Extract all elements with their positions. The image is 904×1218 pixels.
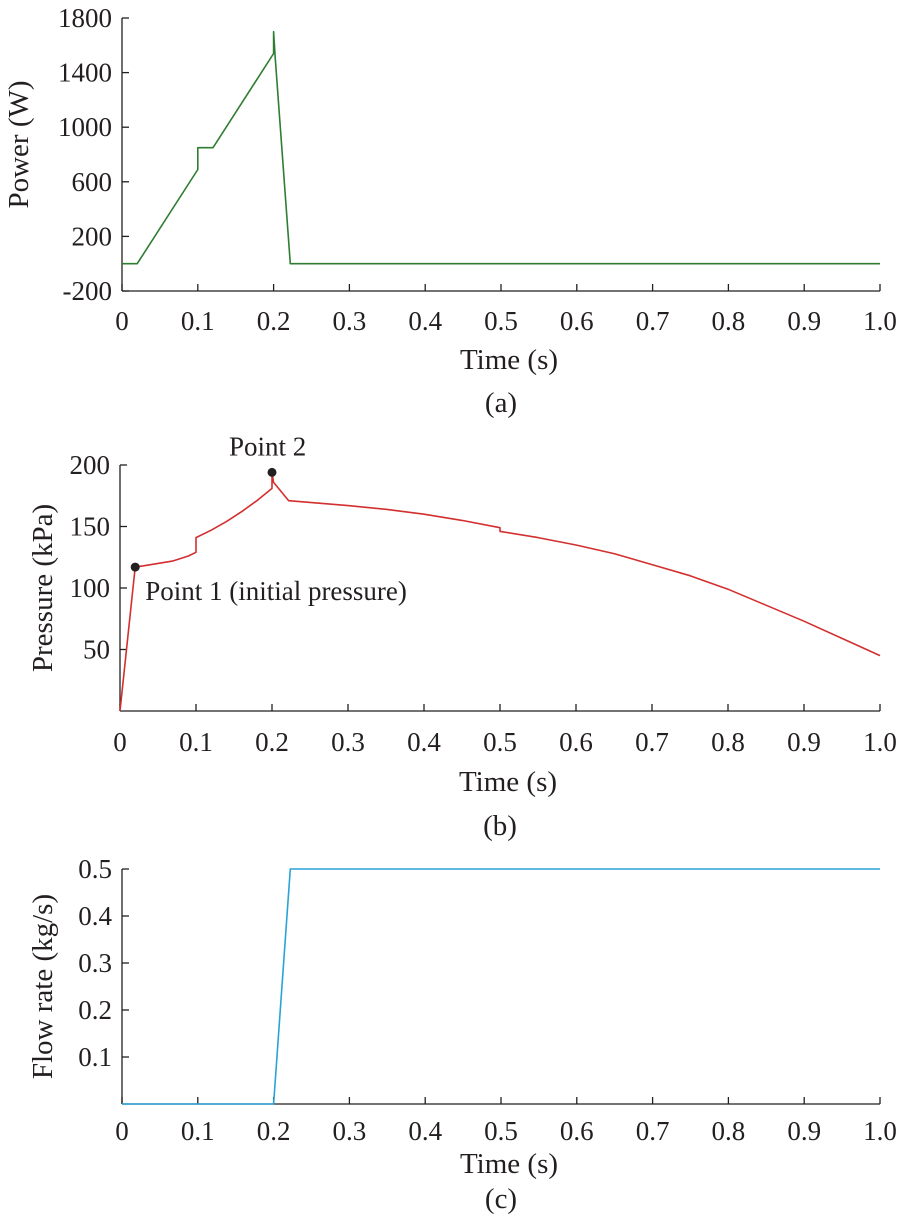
x-tick-label: 0.5 (484, 306, 518, 336)
x-tick-label: 0.2 (257, 1116, 291, 1146)
flow-rate-caption: (c) (485, 1183, 517, 1215)
power-y-axis-label: Power (W) (3, 80, 35, 208)
y-tick-label: 1800 (58, 3, 112, 33)
y-tick-label: 0.5 (78, 854, 112, 884)
x-tick-label: 0.3 (333, 1116, 367, 1146)
x-tick-label: 1.0 (863, 727, 897, 757)
x-tick-label: 0.8 (712, 1116, 746, 1146)
marker-point-1 (130, 562, 140, 572)
marker-point-2 (267, 467, 277, 477)
x-tick-label: 0.4 (408, 1116, 442, 1146)
flow-rate-y-axis-label: Flow rate (kg/s) (27, 894, 59, 1079)
x-tick-label: 0.6 (559, 727, 593, 757)
y-tick-label: 0.1 (78, 1042, 112, 1072)
annotation-point-2: Point 2 (229, 431, 306, 461)
pressure-y-axis-label: Pressure (kPa) (27, 504, 59, 672)
power-x-axis-label: Time (s) (460, 344, 558, 376)
x-tick-label: 0.5 (484, 1116, 518, 1146)
x-tick-label: 0.9 (787, 306, 821, 336)
x-tick-label: 0.1 (181, 1116, 215, 1146)
y-tick-label: 0.3 (78, 948, 112, 978)
x-tick-label: 0.9 (787, 1116, 821, 1146)
y-tick-label: 1000 (58, 112, 112, 142)
flow-rate-series-line (122, 868, 880, 1105)
x-tick-label: 0 (113, 727, 127, 757)
y-tick-label: 0.4 (78, 901, 112, 931)
y-tick-label: -200 (63, 276, 113, 306)
x-tick-label: 0.2 (257, 306, 291, 336)
x-tick-label: 0.6 (560, 306, 594, 336)
pressure-x-axis-label: Time (s) (459, 766, 557, 798)
x-tick-label: 0.1 (179, 727, 213, 757)
flow-rate-x-axis-label: Time (s) (460, 1148, 558, 1180)
x-tick-label: 0.2 (255, 727, 289, 757)
pressure-series-line (119, 471, 881, 712)
x-tick-label: 0.4 (407, 727, 441, 757)
x-tick-label: 1.0 (863, 306, 897, 336)
x-tick-label: 0.4 (408, 306, 442, 336)
x-tick-label: 0.8 (712, 306, 746, 336)
flow-rate-chart: 0 0.1 0.2 0.3 0.4 0.5 0.6 0.7 0.8 0.9 1.0 0.1 0.2 0.3… (27, 854, 897, 1215)
y-tick-label: 200 (72, 221, 113, 251)
x-tick-label: 0.7 (635, 727, 669, 757)
x-tick-label: 0 (115, 1116, 129, 1146)
x-tick-label: 0.1 (181, 306, 215, 336)
x-tick-label: 0.6 (560, 1116, 594, 1146)
y-tick-label: 100 (70, 573, 111, 603)
x-tick-label: 0.8 (711, 727, 745, 757)
y-tick-label: 50 (83, 635, 110, 665)
x-tick-label: 0.3 (331, 727, 365, 757)
x-tick-label: 0.7 (636, 1116, 670, 1146)
y-tick-label: 150 (70, 512, 111, 542)
x-tick-label: 0.9 (787, 727, 821, 757)
annotation-point-1: Point 1 (initial pressure) (145, 576, 407, 606)
power-chart: 0 0.1 0.2 0.3 0.4 0.5 0.6 0.7 0.8 0.9 1.0 -200 200 60… (3, 3, 897, 419)
x-tick-label: 0.5 (483, 727, 517, 757)
y-tick-label: 0.2 (78, 995, 112, 1025)
power-series-line (122, 30, 880, 265)
x-tick-label: 0 (115, 306, 129, 336)
x-tick-label: 0.3 (333, 306, 367, 336)
y-tick-label: 600 (72, 167, 113, 197)
pressure-chart: 0 0.1 0.2 0.3 0.4 0.5 0.6 0.7 0.8 0.9 1.0 50 100 150 2… (27, 431, 897, 842)
x-tick-label: 1.0 (863, 1116, 897, 1146)
power-caption: (a) (485, 387, 517, 419)
x-tick-label: 0.7 (636, 306, 670, 336)
y-tick-label: 200 (70, 450, 111, 480)
pressure-caption: (b) (483, 810, 517, 842)
y-tick-label: 1400 (58, 58, 112, 88)
